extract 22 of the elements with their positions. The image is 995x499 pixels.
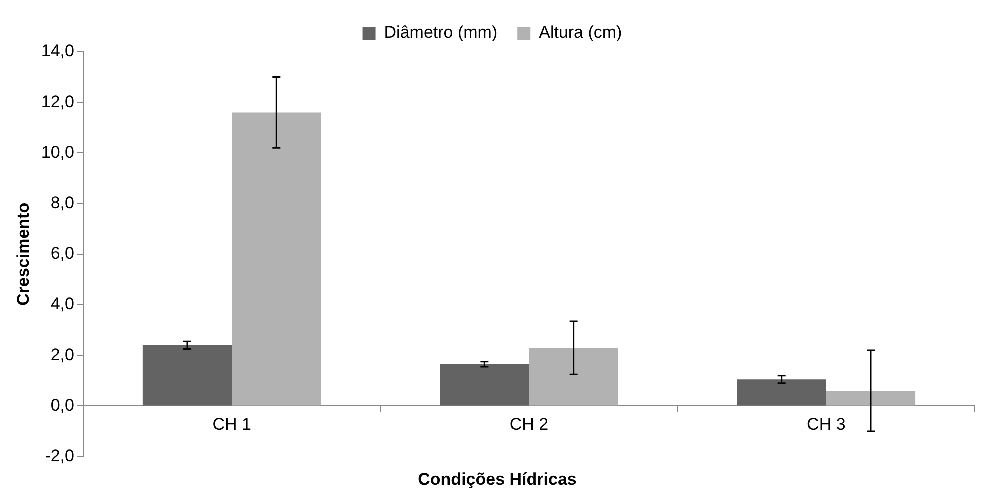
y-tick-label: -2,0: [45, 446, 74, 466]
x-axis-title: Condições Hídricas: [417, 470, 578, 490]
y-tick-label: 14,0: [41, 42, 74, 61]
legend-label: Altura (cm): [539, 23, 622, 42]
bar: [737, 380, 826, 406]
x-tick-label: CH 3: [807, 415, 846, 434]
y-tick-label: 4,0: [50, 294, 74, 314]
bar: [529, 348, 618, 406]
y-axis-title: Crescimento: [14, 202, 33, 306]
x-tick-label: CH 1: [212, 415, 252, 434]
bar: [232, 112, 322, 406]
y-tick-label: 12,0: [41, 92, 74, 112]
bar: [440, 364, 530, 406]
y-tick-label: 6,0: [50, 244, 74, 264]
y-tick-label: 10,0: [41, 142, 74, 162]
x-tick-label: CH 2: [510, 415, 549, 434]
y-tick-label: 0,0: [50, 396, 74, 415]
legend-label: Diâmetro (mm): [384, 23, 498, 42]
y-tick-label: 2,0: [50, 345, 74, 364]
bar: [826, 391, 916, 406]
y-tick-label: 8,0: [50, 193, 74, 212]
bar: [142, 345, 232, 406]
